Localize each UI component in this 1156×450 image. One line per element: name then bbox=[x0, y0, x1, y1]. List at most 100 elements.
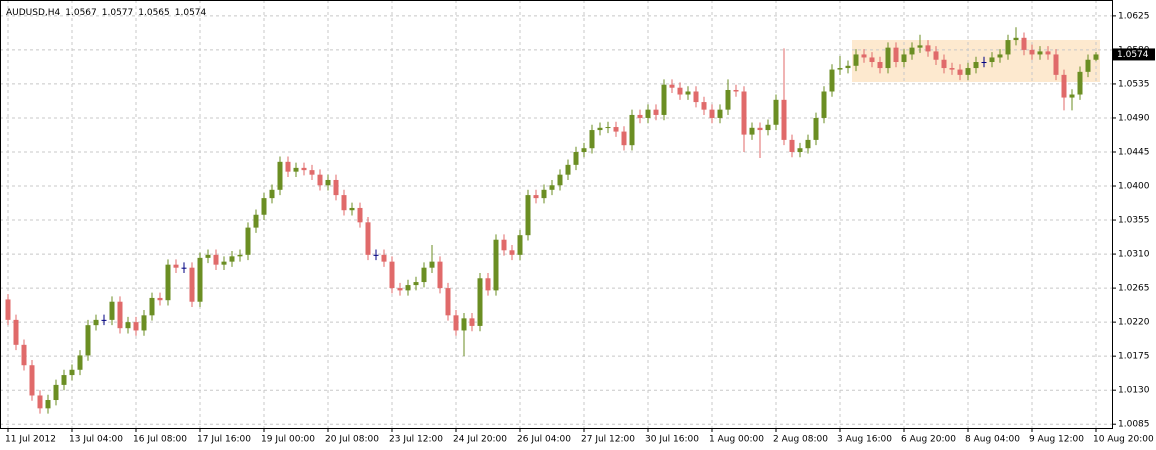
candle-body bbox=[149, 297, 155, 316]
candle-body bbox=[109, 301, 115, 320]
x-tick-label: 23 Jul 12:00 bbox=[389, 435, 443, 445]
y-tick-label: 1.0625 bbox=[1118, 11, 1150, 21]
candle-body bbox=[325, 179, 331, 186]
candle-body bbox=[493, 239, 499, 291]
candle-body bbox=[685, 91, 691, 95]
candle-body bbox=[773, 99, 779, 125]
candle-body bbox=[677, 87, 683, 95]
candle-body bbox=[341, 195, 347, 211]
candle-body bbox=[621, 131, 627, 146]
y-tick-label: 1.0220 bbox=[1118, 318, 1150, 328]
candle-body bbox=[253, 214, 259, 228]
candle-body bbox=[901, 54, 907, 63]
candle-body bbox=[437, 261, 443, 289]
x-tick-label: 11 Jul 2012 bbox=[5, 435, 56, 445]
candle-body bbox=[1045, 51, 1051, 55]
candle-body bbox=[245, 227, 251, 255]
candle-body bbox=[309, 170, 315, 175]
candle-body bbox=[765, 124, 771, 131]
candle-body bbox=[645, 109, 651, 118]
candle-body bbox=[557, 174, 563, 186]
x-tick-label: 30 Jul 16:00 bbox=[645, 435, 699, 445]
candle-body bbox=[261, 198, 267, 215]
candle-body bbox=[1093, 54, 1099, 60]
candle-body bbox=[1061, 74, 1067, 98]
y-tick-label: 1.0310 bbox=[1118, 250, 1150, 260]
candle-body bbox=[589, 130, 595, 149]
candle-body bbox=[893, 47, 899, 63]
candle-body bbox=[29, 365, 35, 396]
candle-body bbox=[93, 319, 99, 326]
candle-body bbox=[61, 375, 67, 385]
candle-body bbox=[1037, 51, 1043, 55]
x-tick-label: 6 Aug 20:00 bbox=[901, 435, 956, 445]
current-price-label: 1.0574 bbox=[1117, 50, 1149, 60]
candle-body bbox=[405, 285, 411, 291]
candle-body bbox=[461, 318, 467, 331]
candle-body bbox=[717, 109, 723, 118]
candle-body bbox=[45, 400, 51, 409]
x-tick-label: 8 Aug 04:00 bbox=[965, 435, 1020, 445]
x-tick-label: 9 Aug 12:00 bbox=[1029, 435, 1084, 445]
candle-body bbox=[1013, 37, 1019, 41]
candle-body bbox=[541, 189, 547, 199]
candle-body bbox=[749, 127, 755, 135]
candle-body bbox=[821, 91, 827, 118]
candle-body bbox=[133, 322, 139, 331]
candle-body bbox=[549, 185, 555, 190]
candle-body bbox=[77, 355, 83, 370]
ohlc-low: 1.0565 bbox=[138, 8, 170, 18]
candle-body bbox=[1077, 71, 1083, 95]
candle-body bbox=[1005, 40, 1011, 55]
candle-body bbox=[797, 148, 803, 152]
candle-body bbox=[221, 261, 227, 265]
candle-body bbox=[229, 256, 235, 262]
candle-body bbox=[869, 57, 875, 63]
candle-body bbox=[189, 267, 195, 302]
candle-body bbox=[981, 62, 987, 64]
candle-body bbox=[565, 164, 571, 175]
candle-body bbox=[501, 239, 507, 251]
candle-body bbox=[605, 127, 611, 129]
x-tick-label: 3 Aug 16:00 bbox=[837, 435, 892, 445]
y-tick-label: 1.0535 bbox=[1118, 79, 1150, 89]
x-tick-label: 16 Jul 08:00 bbox=[133, 435, 187, 445]
candle-body bbox=[285, 161, 291, 172]
candle-body bbox=[373, 254, 379, 256]
y-tick-label: 1.0175 bbox=[1118, 352, 1150, 362]
candle-body bbox=[965, 68, 971, 75]
candle-body bbox=[21, 344, 27, 366]
candle-body bbox=[317, 174, 323, 186]
candle-body bbox=[885, 47, 891, 69]
x-tick-label: 26 Jul 04:00 bbox=[517, 435, 571, 445]
candle-body bbox=[989, 57, 995, 63]
candle-body bbox=[669, 84, 675, 88]
plot-frame bbox=[0, 0, 1113, 429]
y-tick-label: 1.0265 bbox=[1118, 284, 1150, 294]
candle-body bbox=[533, 195, 539, 199]
candle-body bbox=[381, 254, 387, 262]
candle-body bbox=[397, 288, 403, 291]
candle-body bbox=[829, 69, 835, 92]
x-tick-label: 27 Jul 12:00 bbox=[581, 435, 635, 445]
candle-body bbox=[997, 54, 1003, 58]
candle-body bbox=[277, 161, 283, 190]
y-tick-label: 1.0490 bbox=[1118, 113, 1150, 123]
candle-body bbox=[653, 109, 659, 115]
candle-body bbox=[445, 288, 451, 316]
candle-body bbox=[197, 257, 203, 302]
candle-body bbox=[389, 261, 395, 289]
symbol: AUDUSD,H4 bbox=[6, 8, 61, 18]
candle-body bbox=[733, 89, 739, 92]
candle-body bbox=[125, 322, 131, 329]
candle-body bbox=[357, 207, 363, 223]
candle-body bbox=[293, 167, 299, 172]
candle-body bbox=[637, 114, 643, 118]
candle-body bbox=[789, 139, 795, 152]
x-tick-label: 13 Jul 04:00 bbox=[69, 435, 123, 445]
candle-body bbox=[301, 167, 307, 171]
candle-body bbox=[5, 299, 11, 320]
candle-body bbox=[37, 395, 43, 409]
price-label-box bbox=[1113, 48, 1155, 61]
